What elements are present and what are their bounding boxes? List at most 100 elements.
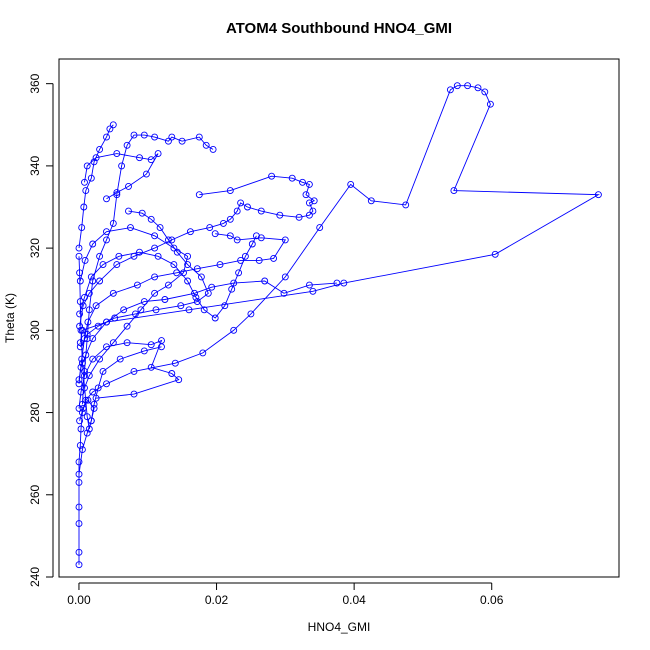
data-point [192, 293, 200, 301]
y-tick-label: 360 [28, 73, 42, 93]
data-point [154, 150, 162, 158]
data-point [75, 478, 83, 486]
data-point [89, 240, 97, 248]
series-9 [76, 232, 260, 322]
data-point [481, 88, 489, 96]
data-point [209, 145, 217, 153]
y-tick-label: 260 [28, 484, 42, 504]
series-2 [76, 172, 318, 330]
data-point [216, 261, 224, 269]
data-point [206, 224, 214, 232]
data-point [113, 189, 121, 197]
series-line [78, 124, 114, 249]
data-point [83, 330, 91, 338]
data-point [75, 548, 83, 556]
data-point [147, 215, 155, 223]
data-point [594, 191, 602, 199]
data-point [75, 380, 83, 388]
data-point [247, 310, 255, 318]
data-point [85, 425, 93, 433]
data-point [453, 82, 461, 90]
data-point [83, 429, 91, 437]
data-point [305, 211, 313, 219]
data-point [103, 195, 110, 203]
data-point [221, 302, 229, 310]
data-point [115, 252, 123, 260]
data-point [230, 279, 238, 287]
data-point [77, 425, 85, 433]
data-point [151, 289, 159, 297]
data-point [103, 236, 110, 244]
series-8 [75, 343, 165, 478]
data-point [281, 236, 289, 244]
data-point [76, 339, 84, 347]
data-point [299, 178, 306, 186]
data-point [75, 376, 83, 384]
x-tick-label: 0.06 [480, 593, 504, 607]
series-line [78, 85, 601, 565]
data-point [402, 201, 410, 209]
series-6 [75, 277, 341, 384]
data-point [195, 191, 203, 199]
series-5 [75, 337, 183, 412]
series-line [78, 339, 180, 409]
data-point [305, 281, 313, 289]
data-point [87, 273, 95, 281]
data-point [152, 306, 160, 314]
x-axis: 0.00 0.02 0.04 0.06 [67, 582, 504, 607]
data-point [87, 174, 95, 182]
data-point [140, 131, 148, 139]
data-point [78, 446, 86, 454]
data-point [94, 384, 102, 392]
data-point [200, 306, 208, 314]
data-point [99, 261, 107, 269]
data-point [184, 261, 192, 269]
data-point [268, 172, 276, 180]
data-point [257, 207, 265, 215]
data-point [347, 180, 355, 188]
data-point [120, 306, 128, 314]
data-point [235, 269, 243, 277]
data-point [103, 133, 110, 141]
data-point [241, 252, 249, 260]
data-point [81, 293, 88, 301]
data-point [76, 269, 84, 277]
data-point [340, 279, 348, 287]
data-point [75, 561, 83, 569]
data-point [164, 236, 172, 244]
data-point [78, 224, 86, 232]
data-point [75, 244, 83, 252]
data-point [309, 207, 317, 215]
data-point [125, 207, 132, 215]
data-point [147, 363, 155, 371]
data-point [204, 289, 212, 297]
series-1 [78, 131, 217, 408]
data-point [208, 283, 216, 291]
y-tick-label: 240 [28, 567, 42, 587]
data-point [81, 178, 88, 186]
series-line [79, 210, 209, 348]
data-point [173, 269, 181, 277]
series-line [78, 346, 162, 475]
data-point [161, 296, 169, 303]
series-line [84, 153, 159, 200]
data-point [103, 380, 110, 388]
data-point [123, 141, 131, 149]
data-point [170, 261, 178, 269]
data-point [83, 413, 91, 421]
data-point [76, 310, 84, 318]
data-point [193, 265, 201, 273]
x-tick-label: 0.00 [67, 593, 91, 607]
series-12 [81, 150, 162, 203]
data-point [191, 289, 198, 297]
data-point [170, 244, 178, 252]
data-point [75, 458, 83, 466]
data-point [82, 187, 90, 195]
data-point [75, 252, 83, 260]
y-tick-label: 300 [28, 320, 42, 340]
data-point [75, 503, 83, 511]
data-point [130, 390, 138, 398]
data-point [233, 236, 241, 244]
data-point [96, 355, 104, 363]
